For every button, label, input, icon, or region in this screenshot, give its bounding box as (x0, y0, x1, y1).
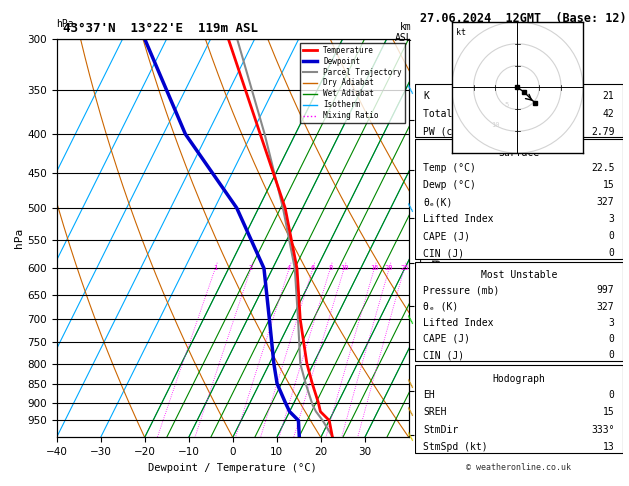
X-axis label: Dewpoint / Temperature (°C): Dewpoint / Temperature (°C) (148, 463, 317, 473)
Text: 20: 20 (385, 265, 394, 271)
Legend: Temperature, Dewpoint, Parcel Trajectory, Dry Adiabat, Wet Adiabat, Isotherm, Mi: Temperature, Dewpoint, Parcel Trajectory… (301, 43, 405, 123)
Text: 1: 1 (213, 265, 218, 271)
Text: 3: 3 (608, 214, 615, 224)
Text: 327: 327 (597, 302, 615, 312)
Y-axis label: Mixing Ratio (g/kg): Mixing Ratio (g/kg) (431, 182, 441, 294)
Text: 5: 5 (504, 102, 508, 108)
Text: Totals Totals: Totals Totals (423, 109, 500, 119)
Text: StmDir: StmDir (423, 425, 459, 434)
Text: km
ASL: km ASL (394, 22, 412, 43)
Text: 25: 25 (400, 265, 409, 271)
Text: 0: 0 (608, 334, 615, 344)
Text: 0: 0 (608, 390, 615, 400)
FancyBboxPatch shape (415, 84, 623, 137)
Text: 0: 0 (608, 248, 615, 258)
Text: /: / (407, 432, 417, 441)
Text: CAPE (J): CAPE (J) (423, 231, 470, 241)
Text: Surface: Surface (498, 148, 540, 157)
Text: 15: 15 (603, 407, 615, 417)
Text: 6: 6 (311, 265, 315, 271)
Text: © weatheronline.co.uk: © weatheronline.co.uk (467, 463, 571, 471)
Text: 2.79: 2.79 (591, 127, 615, 137)
Text: CIN (J): CIN (J) (423, 248, 465, 258)
Text: 10: 10 (340, 265, 348, 271)
FancyBboxPatch shape (415, 139, 623, 260)
Text: CIN (J): CIN (J) (423, 350, 465, 360)
Text: hPa: hPa (57, 19, 74, 30)
FancyBboxPatch shape (415, 261, 623, 361)
Y-axis label: hPa: hPa (14, 228, 25, 248)
Text: kt: kt (456, 28, 466, 37)
Text: 27.06.2024  12GMT  (Base: 12): 27.06.2024 12GMT (Base: 12) (420, 12, 626, 25)
Text: /: / (407, 407, 417, 417)
Text: Pressure (mb): Pressure (mb) (423, 285, 500, 295)
Text: K: K (423, 91, 430, 101)
Text: Lifted Index: Lifted Index (423, 214, 494, 224)
Text: /: / (407, 379, 417, 389)
Text: Most Unstable: Most Unstable (481, 270, 557, 280)
Text: 8: 8 (328, 265, 333, 271)
Text: 42: 42 (603, 109, 615, 119)
Text: 997: 997 (597, 285, 615, 295)
Text: StmSpd (kt): StmSpd (kt) (423, 442, 488, 452)
Text: 21: 21 (603, 91, 615, 101)
Text: θₑ(K): θₑ(K) (423, 197, 453, 208)
Text: 327: 327 (597, 197, 615, 208)
Text: 10: 10 (491, 122, 499, 128)
Text: 13: 13 (603, 442, 615, 452)
Text: 0: 0 (608, 350, 615, 360)
Text: PW (cm): PW (cm) (423, 127, 465, 137)
Text: 15: 15 (603, 180, 615, 191)
Text: θₑ (K): θₑ (K) (423, 302, 459, 312)
Text: 22.5: 22.5 (591, 163, 615, 174)
Text: LCL: LCL (416, 400, 431, 410)
Text: CAPE (J): CAPE (J) (423, 334, 470, 344)
Text: /: / (407, 314, 417, 324)
Text: 3: 3 (608, 318, 615, 328)
Text: /: / (407, 203, 417, 213)
Text: Dewp (°C): Dewp (°C) (423, 180, 476, 191)
Text: EH: EH (423, 390, 435, 400)
Text: 16: 16 (370, 265, 379, 271)
Text: 333°: 333° (591, 425, 615, 434)
Text: 2: 2 (249, 265, 253, 271)
Text: 43°37'N  13°22'E  119m ASL: 43°37'N 13°22'E 119m ASL (63, 22, 258, 35)
FancyBboxPatch shape (415, 365, 623, 453)
Text: SREH: SREH (423, 407, 447, 417)
Text: /: / (407, 85, 417, 95)
Text: Hodograph: Hodograph (493, 374, 545, 384)
Text: 0: 0 (608, 231, 615, 241)
Text: 4: 4 (287, 265, 291, 271)
Text: Lifted Index: Lifted Index (423, 318, 494, 328)
Text: Temp (°C): Temp (°C) (423, 163, 476, 174)
